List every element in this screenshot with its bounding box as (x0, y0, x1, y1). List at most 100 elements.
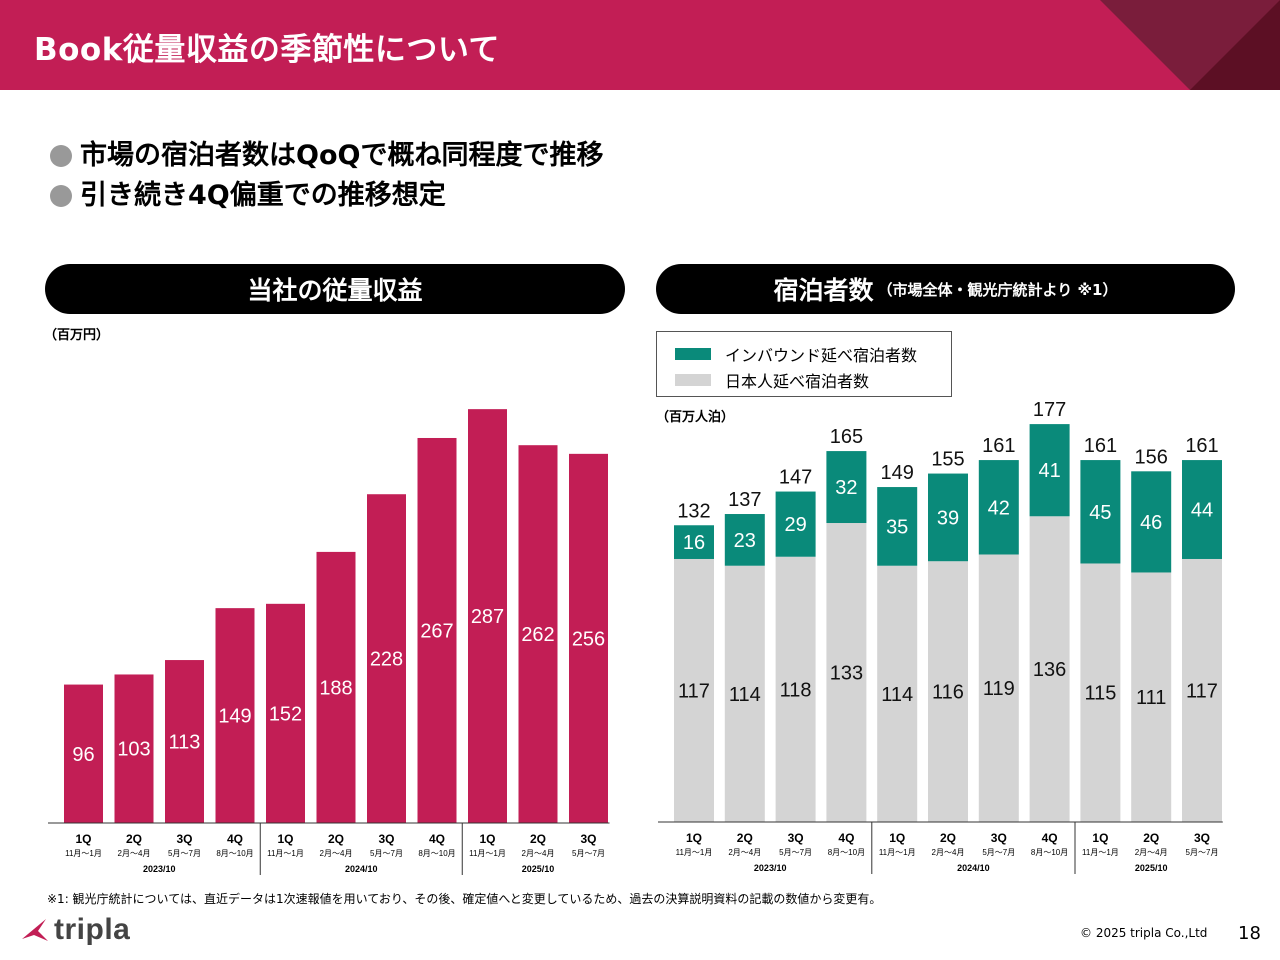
total-guests-value: 137 (728, 489, 761, 511)
japanese-guests-bar (1182, 558, 1222, 822)
total-guests-value: 132 (677, 500, 710, 522)
x-group-label: 2024/10 (345, 864, 378, 874)
x-tick-label: 4Q (838, 831, 854, 845)
x-tick-sublabel: 11月～1月 (267, 849, 304, 858)
japanese-guests-bar (826, 523, 867, 822)
revenue-bar-value: 287 (471, 606, 504, 628)
page-number: 18 (1238, 923, 1261, 944)
x-tick-label: 4Q (1042, 831, 1058, 845)
revenue-bar (165, 660, 204, 823)
japanese-guests-value: 117 (1186, 680, 1218, 702)
guests-unit-label: （百万人泊） (656, 410, 735, 425)
revenue-bar (64, 684, 103, 823)
x-tick-label: 2Q (328, 832, 344, 846)
x-tick-sublabel: 2月～4月 (728, 848, 761, 857)
header-decoration (1100, 0, 1280, 90)
japanese-guests-bar (724, 565, 765, 822)
x-tick-sublabel: 2月～4月 (522, 849, 555, 858)
inbound-guests-value: 45 (1089, 502, 1111, 524)
tripla-logo-icon (22, 919, 48, 941)
revenue-chart-heading-text: 当社の従量収益 (247, 276, 423, 305)
inbound-guests-value: 44 (1191, 500, 1213, 522)
inbound-guests-value: 29 (784, 514, 806, 536)
japanese-guests-value: 117 (678, 680, 710, 702)
revenue-bar (215, 608, 255, 823)
japanese-guests-value: 111 (1136, 687, 1166, 709)
japanese-guests-value: 136 (1033, 659, 1066, 681)
header-bar: Book従量収益の季節性について (0, 0, 1280, 90)
x-tick-sublabel: 11月～1月 (676, 848, 713, 857)
japanese-guests-bar (877, 565, 918, 822)
x-tick-sublabel: 2月～4月 (932, 848, 965, 857)
bullet-list: 市場の宿泊者数はQoQで概ね同程度で推移 引き続き4Q偏重での推移想定 (50, 136, 603, 216)
japanese-guests-bar (978, 554, 1019, 822)
guests-chart-heading-text: 宿泊者数 (773, 276, 874, 305)
x-tick-sublabel: 8月～10月 (216, 849, 253, 858)
revenue-bar-value: 152 (269, 703, 302, 725)
revenue-unit-label: （百万円） (44, 328, 110, 343)
japanese-guests-value: 115 (1084, 683, 1116, 705)
japanese-guests-bar (1029, 516, 1070, 822)
revenue-bar (114, 674, 154, 823)
japanese-guests-bar (1080, 563, 1121, 822)
x-group-label: 2025/10 (1135, 863, 1168, 873)
japanese-guests-bar (775, 556, 816, 822)
inbound-guests-bar (674, 525, 714, 559)
x-tick-sublabel: 5月～7月 (370, 849, 403, 858)
revenue-chart-heading: 当社の従量収益 (45, 264, 625, 314)
x-tick-sublabel: 2月～4月 (1135, 848, 1168, 857)
inbound-guests-bar (1029, 424, 1070, 517)
revenue-bar (518, 445, 558, 823)
revenue-bar (569, 453, 608, 823)
x-tick-label: 2Q (737, 831, 753, 845)
x-tick-label: 1Q (277, 832, 293, 846)
x-tick-sublabel: 8月～10月 (1031, 848, 1068, 857)
bullet-item: 引き続き4Q偏重での推移想定 (50, 176, 603, 216)
page-title: Book従量収益の季節性について (34, 32, 500, 68)
guests-chart-heading-note: （市場全体・観光庁統計より ※1） (877, 280, 1118, 299)
revenue-bar (468, 409, 507, 823)
legend-item-inbound: インバウンド延べ宿泊者数 (675, 342, 917, 366)
revenue-bar (316, 551, 356, 823)
legend-swatch-inbound (675, 348, 711, 360)
x-tick-sublabel: 11月～1月 (879, 848, 916, 857)
total-guests-value: 155 (931, 449, 964, 471)
x-tick-label: 3Q (1194, 831, 1210, 845)
total-guests-value: 177 (1033, 399, 1066, 421)
inbound-guests-value: 23 (734, 530, 756, 552)
japanese-guests-value: 119 (983, 678, 1015, 700)
x-tick-sublabel: 11月～1月 (469, 849, 506, 858)
logo-text: tripla (54, 913, 131, 946)
japanese-guests-value: 133 (830, 663, 863, 685)
x-tick-label: 1Q (686, 831, 702, 845)
guests-stacked-bar-chart: 117 16 132 114 23 137 118 29 147 133 32 165 114 35 149… (658, 399, 1223, 874)
bullet-text: 市場の宿泊者数はQoQで概ね同程度で推移 (80, 140, 604, 171)
bullet-dot-icon (50, 185, 72, 207)
inbound-guests-bar (775, 491, 816, 557)
revenue-bar-value: 228 (370, 649, 403, 671)
japanese-guests-bar (1131, 572, 1172, 822)
inbound-guests-bar (1182, 460, 1222, 559)
x-tick-sublabel: 11月～1月 (1082, 848, 1119, 857)
inbound-guests-bar (978, 460, 1019, 555)
x-tick-label: 4Q (227, 832, 243, 846)
revenue-bar-value: 103 (117, 739, 150, 761)
x-tick-label: 1Q (479, 832, 495, 846)
total-guests-value: 147 (779, 467, 812, 489)
x-tick-sublabel: 5月～7月 (982, 848, 1015, 857)
revenue-bar-value: 267 (420, 620, 453, 642)
inbound-guests-bar (877, 487, 918, 566)
x-group-label: 2025/10 (522, 864, 555, 874)
inbound-guests-value: 41 (1038, 460, 1060, 482)
revenue-bar (417, 437, 457, 823)
revenue-bar-value: 149 (218, 706, 251, 728)
bullet-text: 引き続き4Q偏重での推移想定 (80, 180, 446, 211)
bullet-dot-icon (50, 145, 72, 167)
x-tick-label: 1Q (75, 832, 91, 846)
x-tick-label: 2Q (940, 831, 956, 845)
copyright: © 2025 tripla Co.,Ltd (1080, 926, 1208, 940)
x-tick-label: 3Q (788, 831, 804, 845)
japanese-guests-value: 114 (729, 684, 761, 706)
japanese-guests-bar (674, 558, 714, 822)
total-guests-value: 165 (830, 426, 863, 448)
